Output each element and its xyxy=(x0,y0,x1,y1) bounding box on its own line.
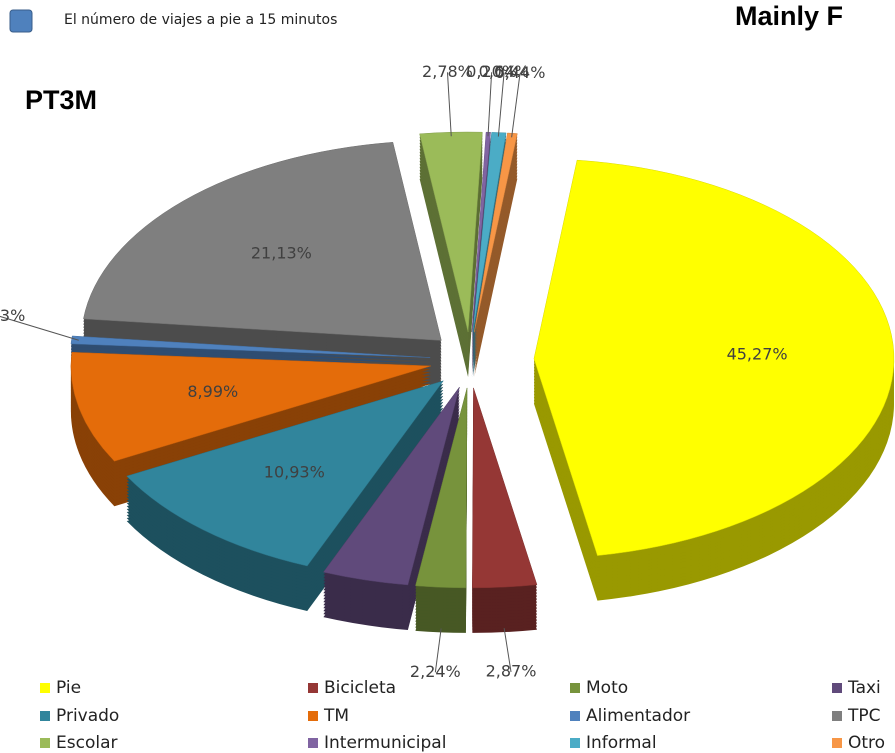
legend-label: TPC xyxy=(847,706,881,726)
slice-side xyxy=(474,172,518,372)
legend-label: Privado xyxy=(56,706,119,726)
slice xyxy=(533,159,895,556)
legend-swatch xyxy=(832,683,842,693)
slice-side xyxy=(472,135,507,336)
legend-label: Intermunicipal xyxy=(324,733,446,753)
slice-side xyxy=(471,135,491,336)
legend-swatch xyxy=(832,738,842,748)
legend-label: Alimentador xyxy=(586,706,690,726)
leader-line xyxy=(497,72,505,137)
slice-side xyxy=(474,169,518,369)
legend-swatch xyxy=(570,738,580,748)
legend-label: Taxi xyxy=(847,678,881,698)
slice xyxy=(70,352,431,462)
legend-swatch xyxy=(832,711,842,721)
value-label: 0,64% xyxy=(479,62,530,81)
value-label: 45,27% xyxy=(727,345,788,364)
slice-side xyxy=(474,136,518,336)
slice xyxy=(70,335,431,358)
slice xyxy=(83,142,442,341)
slice-side xyxy=(474,163,518,363)
legend-label: Bicicleta xyxy=(324,678,396,698)
slice-side xyxy=(474,154,518,354)
legend-swatch xyxy=(308,711,318,721)
value-label: 21,13% xyxy=(251,243,312,262)
legend-swatch xyxy=(40,711,50,721)
slice-side xyxy=(474,157,518,357)
slice xyxy=(126,380,444,567)
leader-line xyxy=(434,628,442,673)
leader-line xyxy=(0,315,79,341)
leader-line xyxy=(487,72,493,137)
legend-swatch xyxy=(570,711,580,721)
slice-side xyxy=(474,166,518,366)
value-label: 0,63% xyxy=(0,306,25,325)
slice-side xyxy=(474,142,518,342)
value-label: 2,24% xyxy=(410,662,461,681)
subtitle: PT3M xyxy=(25,85,97,115)
value-label: 2,87% xyxy=(486,661,537,680)
legend-label: Pie xyxy=(56,678,81,698)
slice-side xyxy=(471,138,491,339)
slice-side xyxy=(474,139,518,339)
slice-side xyxy=(474,151,518,351)
slice-side xyxy=(474,160,518,360)
legend-swatch xyxy=(308,738,318,748)
value-label: 2,78% xyxy=(422,62,473,81)
slice xyxy=(415,387,468,589)
value-label: 0,44% xyxy=(495,63,546,82)
legend-label: TM xyxy=(323,706,349,726)
legend-label: Moto xyxy=(586,678,628,698)
slice xyxy=(322,386,460,586)
legend: Pie Bicicleta Moto Taxi Privado TM Alimentador… xyxy=(40,678,885,753)
value-label: 10,93% xyxy=(264,463,325,482)
legend-swatch xyxy=(40,683,50,693)
chart-title: Mainly F xyxy=(735,1,843,31)
legend-swatch xyxy=(308,683,318,693)
note: El número de viajes a pie a 15 minutos xyxy=(64,12,337,28)
legend-label: Informal xyxy=(586,733,657,753)
legend-label: Escolar xyxy=(56,733,117,753)
slice xyxy=(472,387,538,589)
value-label: 8,99% xyxy=(187,382,238,401)
slice-side xyxy=(474,148,518,348)
slice-side xyxy=(474,175,518,375)
leader-line xyxy=(446,72,452,137)
value-label: 0,20% xyxy=(466,62,517,81)
leader-line xyxy=(511,73,521,138)
legend-label: Otro xyxy=(848,733,885,753)
slice-side xyxy=(472,138,507,339)
slice-side xyxy=(474,145,518,345)
note-swatch xyxy=(9,9,33,33)
pie: 45,27% 2,87% 2,24% 10,93% 8,99% 0,63% 21,13% 2,… xyxy=(0,62,895,681)
legend-swatch xyxy=(570,683,580,693)
leader-line xyxy=(503,628,512,673)
slice-side xyxy=(474,178,518,378)
legend-swatch xyxy=(40,738,50,748)
